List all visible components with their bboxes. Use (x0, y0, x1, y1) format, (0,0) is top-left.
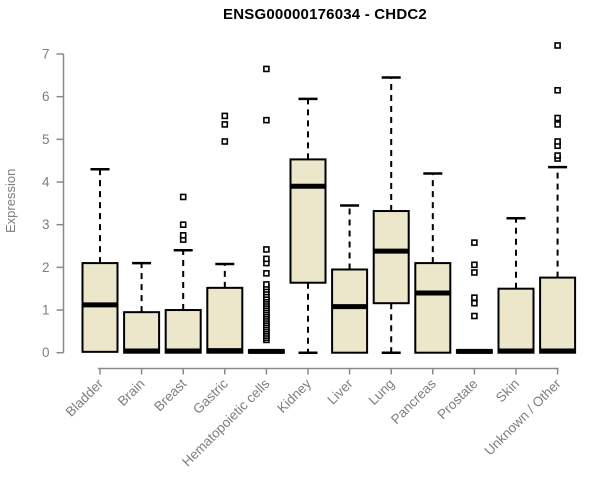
outlier-point (471, 261, 478, 269)
x-tick-label-skin: Skin (493, 376, 522, 405)
x-tick-label-prostate: Prostate (434, 376, 480, 422)
box-group-prostate (455, 239, 493, 354)
box-rect (497, 287, 535, 354)
box-group-hematopoietic-cells (247, 65, 285, 354)
box-group-bladder (81, 167, 119, 353)
outlier-point (554, 152, 561, 159)
box-rect (414, 262, 452, 354)
box-group-kidney (289, 97, 327, 354)
outlier-point (263, 255, 270, 263)
box-rect (539, 276, 577, 354)
x-tick-label-pancreas: Pancreas (388, 376, 439, 427)
outlier-point (554, 121, 561, 128)
y-tick-label: 0 (42, 345, 50, 360)
chart-title: ENSG00000176034 - CHDC2 (223, 6, 427, 23)
box-rect (372, 210, 410, 305)
x-tick-label-unknown-other: Unknown / Other (481, 376, 564, 459)
outlier-point (179, 232, 187, 239)
y-tick-label: 5 (42, 132, 50, 147)
box-group-lung (372, 76, 410, 354)
outlier-point (471, 299, 478, 307)
box-group-gastric (206, 112, 244, 354)
outlier-point (471, 294, 478, 301)
outlier-point (221, 121, 229, 128)
box-rect (164, 309, 202, 354)
outlier-point (554, 114, 561, 122)
outlier-point (179, 221, 187, 228)
x-tick-label-brain: Brain (115, 376, 148, 409)
x-tick-label-kidney: Kidney (274, 376, 314, 416)
y-tick-label: 4 (42, 175, 50, 190)
outlier-point (263, 270, 270, 277)
x-tick-label-liver: Liver (324, 376, 356, 408)
y-tick-label: 6 (42, 89, 50, 104)
outlier-point (554, 86, 561, 94)
x-tick-label-bladder: Bladder (63, 376, 107, 420)
box-group-breast (164, 193, 202, 354)
box-group-unknown-other (539, 42, 577, 354)
box-group-pancreas (414, 172, 452, 354)
y-tick-label: 7 (42, 47, 50, 62)
outlier-point (471, 239, 478, 246)
outlier-point (179, 193, 187, 201)
outlier-point (471, 312, 478, 320)
box-rect (331, 268, 369, 354)
outlier-point (221, 112, 229, 120)
box-group-brain (123, 261, 161, 354)
box-rect (81, 262, 119, 353)
outlier-point (471, 269, 478, 276)
box-group-liver (331, 204, 369, 354)
y-tick-label: 2 (42, 260, 50, 275)
outlier-point (263, 116, 270, 124)
y-tick-label: 3 (42, 217, 50, 232)
outlier-point (263, 65, 270, 73)
outlier-point (221, 138, 229, 145)
x-tick-label-gastric: Gastric (190, 376, 231, 417)
box-group-skin (497, 217, 535, 354)
box-rect (123, 311, 161, 354)
x-tick-label-lung: Lung (365, 376, 397, 408)
y-tick-label: 1 (42, 303, 50, 318)
outlier-point (554, 42, 561, 49)
x-tick-label-breast: Breast (151, 376, 189, 414)
box-rect (206, 286, 244, 354)
outlier-point (554, 138, 561, 145)
outlier-point (263, 246, 270, 253)
outlier-point (263, 281, 270, 288)
box-rect (289, 158, 327, 284)
